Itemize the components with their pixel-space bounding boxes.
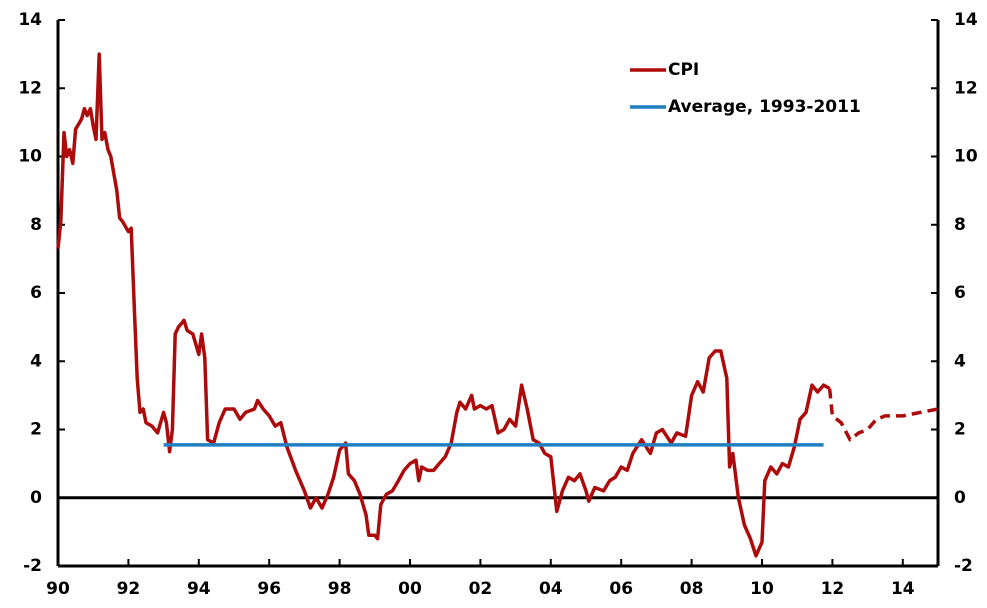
series-line (56, 52, 831, 558)
y2-tick-label: 12 (954, 78, 978, 98)
x-tick-label: 12 (821, 579, 845, 599)
y2-tick-label: 0 (954, 488, 966, 508)
y-tick-label: 4 (30, 351, 42, 371)
x-tick-label: 00 (398, 579, 422, 599)
x-tick-label: 02 (469, 579, 493, 599)
x-tick-label: 06 (609, 579, 633, 599)
y2-tick-label: 10 (954, 147, 978, 167)
x-tick-label: 10 (750, 579, 774, 599)
legend-label: CPI (668, 60, 699, 80)
y-tick-label: 2 (30, 420, 42, 440)
y2-tick-label: 2 (954, 420, 966, 440)
y2-tick-label: 4 (954, 351, 966, 371)
y-tick-label: -2 (23, 556, 42, 576)
x-tick-label: 94 (187, 579, 211, 599)
y2-tick-label: 6 (954, 283, 966, 303)
x-tick-label: 14 (891, 579, 915, 599)
y-tick-label: 14 (18, 10, 42, 30)
x-tick-label: 04 (539, 579, 563, 599)
y2-tick-label: 8 (954, 215, 966, 235)
x-tick-label: 96 (257, 579, 281, 599)
y-tick-label: 6 (30, 283, 42, 303)
y2-tick-label: -2 (954, 556, 973, 576)
y-tick-label: 12 (18, 78, 42, 98)
series-line (827, 388, 939, 442)
y-tick-label: 0 (30, 488, 42, 508)
y2-tick-label: 14 (954, 10, 978, 30)
legend-label: Average, 1993-2011 (668, 97, 861, 117)
x-tick-label: 90 (46, 579, 70, 599)
y-tick-label: 8 (30, 215, 42, 235)
y-tick-label: 10 (18, 147, 42, 167)
x-tick-label: 08 (680, 579, 704, 599)
x-tick-label: 98 (328, 579, 352, 599)
x-tick-label: 92 (117, 579, 141, 599)
